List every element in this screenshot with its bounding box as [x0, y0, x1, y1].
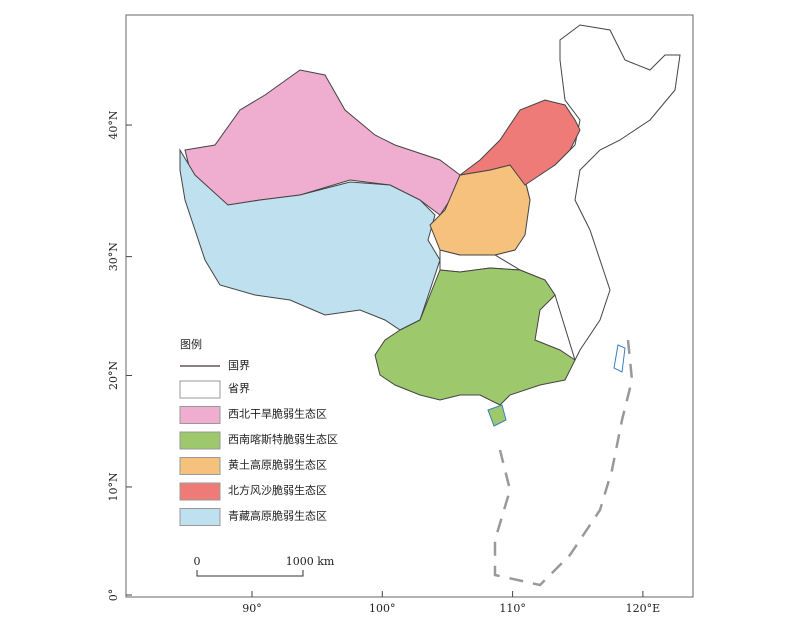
lat-tick-label: 40°N [107, 110, 120, 139]
taiwan [613, 344, 626, 373]
legend-swatch [179, 508, 221, 526]
scale-start: 0 [194, 555, 201, 568]
lat-tick-label: 0° [107, 589, 120, 602]
legend-label: 西北干旱脆弱生态区 [228, 407, 327, 421]
legend-label: 西南喀斯特脆弱生态区 [228, 432, 338, 446]
karst-region [374, 267, 576, 406]
scale-line [196, 570, 304, 577]
legend-swatch [179, 482, 221, 501]
regions [179, 24, 681, 587]
lon-tick-label: 100° [369, 602, 396, 615]
lat-tick-label: 30°N [107, 242, 120, 271]
lon-tick-label: 120°E [626, 602, 661, 615]
legend-label: 国界 [228, 359, 250, 372]
legend: 图例 国界省界西北干旱脆弱生态区西南喀斯特脆弱生态区黄土高原脆弱生态区北方风沙脆… [179, 337, 338, 526]
legend-label: 黄土高原脆弱生态区 [228, 458, 327, 472]
sandy-region [459, 99, 581, 186]
legend-swatch [179, 431, 221, 450]
nine-dash-line [493, 339, 634, 587]
lon-tick-label: 90° [242, 602, 262, 615]
legend-swatch [179, 380, 221, 399]
hainan [487, 404, 507, 427]
legend-label: 省界 [228, 382, 250, 395]
lat-tick-label: 10°N [107, 472, 120, 501]
legend-swatch [179, 406, 221, 424]
legend-label: 青藏高原脆弱生态区 [228, 509, 327, 523]
lon-tick-label: 110° [499, 602, 526, 615]
lat-tick-label: 20°N [107, 361, 120, 390]
scale-bar: 0 1000 km [194, 555, 335, 577]
legend-swatch [179, 457, 221, 475]
legend-label: 北方风沙脆弱生态区 [228, 483, 327, 497]
scale-end: 1000 km [286, 555, 335, 568]
legend-title: 图例 [180, 337, 202, 351]
